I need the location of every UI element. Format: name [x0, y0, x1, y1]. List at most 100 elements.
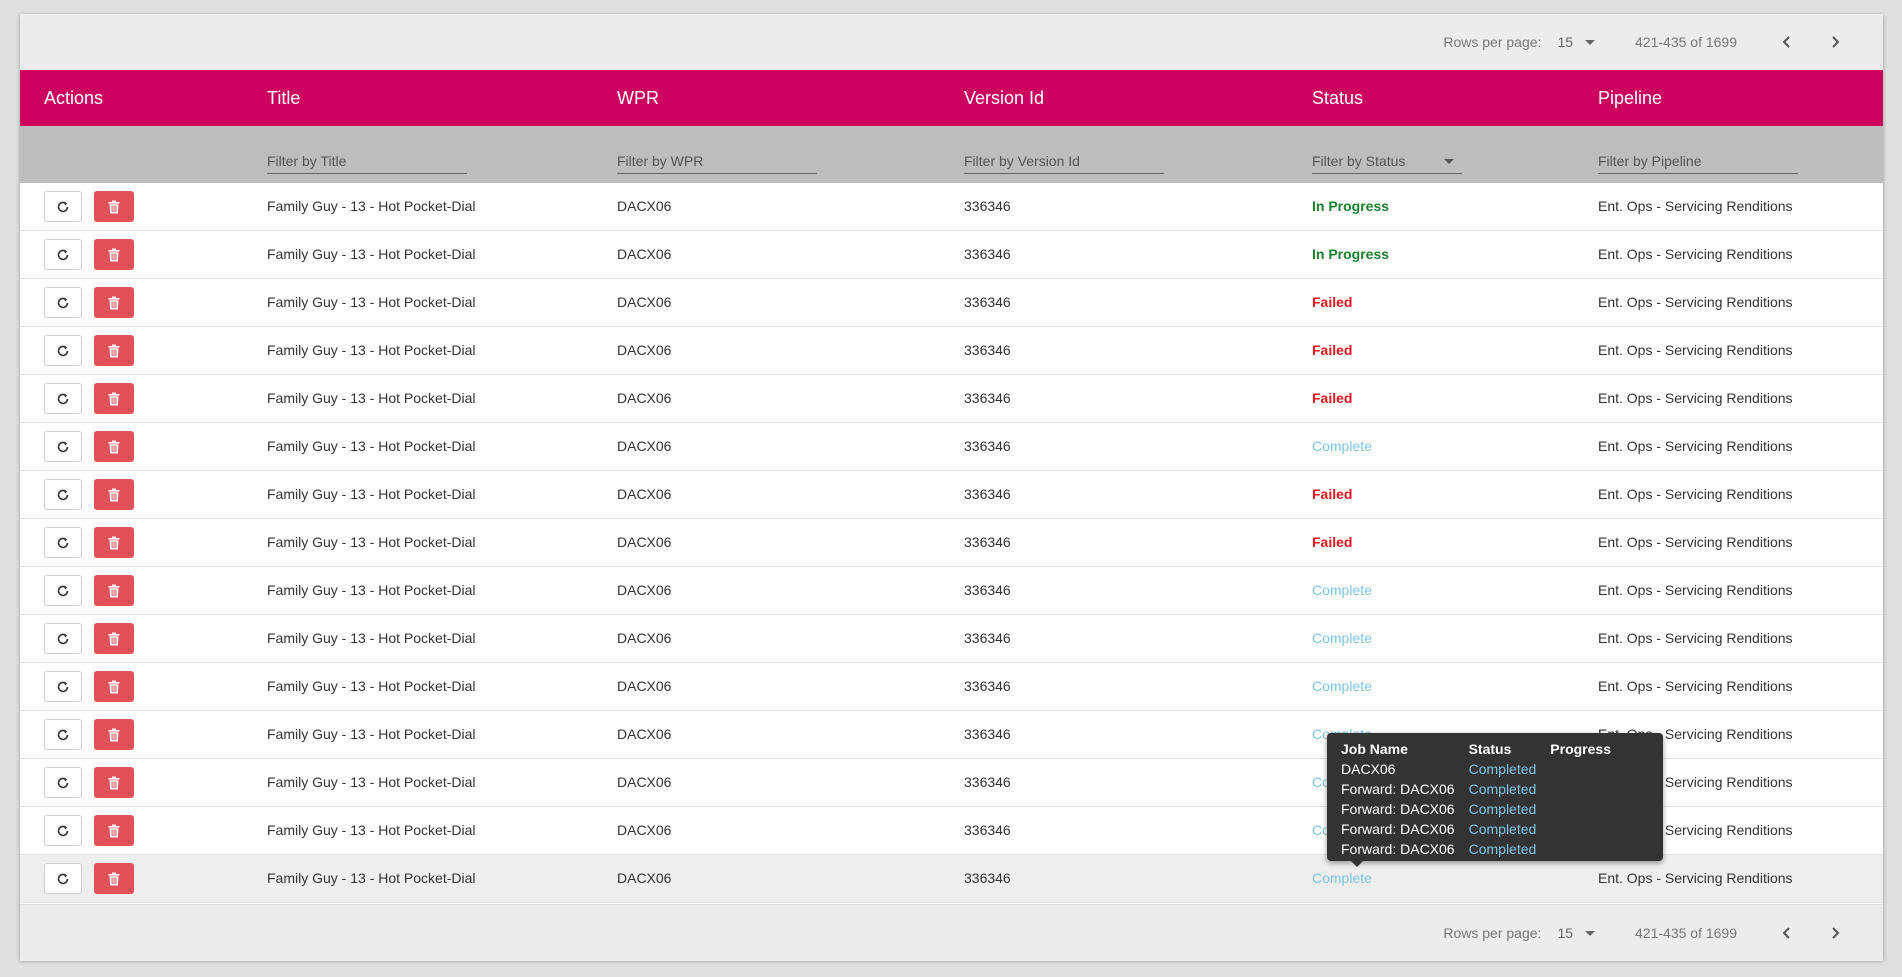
- table-row[interactable]: Family Guy - 13 - Hot Pocket-Dial DACX06 3…: [20, 663, 1883, 711]
- status-badge[interactable]: Complete: [1312, 678, 1372, 694]
- refresh-button[interactable]: [44, 863, 82, 894]
- prev-page-button[interactable]: [1767, 913, 1807, 953]
- tooltip-job-progress: [1550, 839, 1625, 859]
- filter-pipeline-input[interactable]: [1598, 149, 1798, 174]
- tooltip-job-status: Completed: [1468, 841, 1537, 857]
- table-row[interactable]: Family Guy - 13 - Hot Pocket-Dial DACX06 3…: [20, 855, 1883, 903]
- delete-button[interactable]: [94, 431, 134, 462]
- table-row[interactable]: Family Guy - 13 - Hot Pocket-Dial DACX06 3…: [20, 279, 1883, 327]
- delete-button[interactable]: [94, 575, 134, 606]
- tooltip-job-progress: [1550, 759, 1625, 779]
- column-header-pipeline[interactable]: Pipeline: [1598, 88, 1663, 108]
- cell-version-id: 336346: [964, 630, 1011, 646]
- refresh-icon: [57, 585, 69, 596]
- refresh-icon: [57, 825, 69, 836]
- status-badge[interactable]: Failed: [1312, 390, 1353, 406]
- refresh-button[interactable]: [44, 383, 82, 414]
- cell-version-id: 336346: [964, 246, 1011, 262]
- table-row[interactable]: Family Guy - 13 - Hot Pocket-Dial DACX06 3…: [20, 567, 1883, 615]
- status-badge[interactable]: In Progress: [1312, 198, 1390, 214]
- cell-wpr: DACX06: [617, 486, 672, 502]
- status-badge[interactable]: Failed: [1312, 342, 1353, 358]
- refresh-button[interactable]: [44, 671, 82, 702]
- tooltip-job-name: Forward: DACX06: [1341, 841, 1455, 857]
- status-badge[interactable]: Complete: [1312, 438, 1372, 454]
- status-badge[interactable]: Complete: [1312, 630, 1372, 646]
- cell-title: Family Guy - 13 - Hot Pocket-Dial: [267, 246, 476, 262]
- refresh-button[interactable]: [44, 623, 82, 654]
- cell-wpr: DACX06: [617, 534, 672, 550]
- refresh-button[interactable]: [44, 719, 82, 750]
- refresh-button[interactable]: [44, 239, 82, 270]
- table-row[interactable]: Family Guy - 13 - Hot Pocket-Dial DACX06 3…: [20, 471, 1883, 519]
- table-row[interactable]: Family Guy - 13 - Hot Pocket-Dial DACX06 3…: [20, 231, 1883, 279]
- cell-title: Family Guy - 13 - Hot Pocket-Dial: [267, 486, 476, 502]
- status-badge[interactable]: In Progress: [1312, 246, 1390, 262]
- delete-button[interactable]: [94, 191, 134, 222]
- column-header-title[interactable]: Title: [267, 88, 301, 108]
- refresh-button[interactable]: [44, 479, 82, 510]
- table-row[interactable]: Family Guy - 13 - Hot Pocket-Dial DACX06 3…: [20, 327, 1883, 375]
- table-row[interactable]: Family Guy - 13 - Hot Pocket-Dial DACX06 3…: [20, 519, 1883, 567]
- cell-title: Family Guy - 13 - Hot Pocket-Dial: [267, 390, 476, 406]
- refresh-button[interactable]: [44, 575, 82, 606]
- delete-button[interactable]: [94, 623, 134, 654]
- status-badge[interactable]: Failed: [1312, 294, 1353, 310]
- cell-version-id: 336346: [964, 726, 1011, 742]
- delete-button[interactable]: [94, 527, 134, 558]
- delete-button[interactable]: [94, 863, 134, 894]
- delete-button[interactable]: [94, 287, 134, 318]
- table-row[interactable]: Family Guy - 13 - Hot Pocket-Dial DACX06 3…: [20, 375, 1883, 423]
- cell-pipeline: Ent. Ops - Servicing Renditions: [1598, 342, 1793, 358]
- table-body: Family Guy - 13 - Hot Pocket-Dial DACX06 3…: [20, 183, 1883, 903]
- refresh-button[interactable]: [44, 815, 82, 846]
- cell-pipeline: Ent. Ops - Servicing Renditions: [1598, 870, 1793, 886]
- filter-wpr-input[interactable]: [617, 149, 817, 174]
- status-badge[interactable]: Complete: [1312, 870, 1372, 886]
- filter-status-select[interactable]: Filter by Status: [1312, 149, 1462, 174]
- refresh-icon: [57, 393, 69, 404]
- refresh-button[interactable]: [44, 335, 82, 366]
- cell-title: Family Guy - 13 - Hot Pocket-Dial: [267, 774, 476, 790]
- refresh-button[interactable]: [44, 191, 82, 222]
- delete-button[interactable]: [94, 239, 134, 270]
- refresh-button[interactable]: [44, 767, 82, 798]
- chevron-right-icon: [1832, 927, 1840, 939]
- refresh-button[interactable]: [44, 527, 82, 558]
- tooltip-job-name: Forward: DACX06: [1341, 821, 1455, 837]
- trash-icon: [108, 200, 120, 213]
- table-row[interactable]: Family Guy - 13 - Hot Pocket-Dial DACX06 3…: [20, 615, 1883, 663]
- table-row[interactable]: Family Guy - 13 - Hot Pocket-Dial DACX06 3…: [20, 423, 1883, 471]
- refresh-button[interactable]: [44, 431, 82, 462]
- column-header-status[interactable]: Status: [1312, 88, 1364, 108]
- filter-status-placeholder: Filter by Status: [1312, 153, 1406, 169]
- filter-title-input[interactable]: [267, 149, 467, 174]
- delete-button[interactable]: [94, 815, 134, 846]
- delete-button[interactable]: [94, 383, 134, 414]
- pagination-range: 421-435 of 1699: [1635, 925, 1737, 941]
- rows-per-page-select[interactable]: 15: [1557, 34, 1596, 50]
- cell-version-id: 336346: [964, 438, 1011, 454]
- delete-button[interactable]: [94, 671, 134, 702]
- cell-pipeline: Ent. Ops - Servicing Renditions: [1598, 582, 1793, 598]
- delete-button[interactable]: [94, 767, 134, 798]
- next-page-button[interactable]: [1815, 22, 1855, 62]
- column-header-wpr[interactable]: WPR: [617, 88, 659, 108]
- rows-per-page-select[interactable]: 15: [1557, 925, 1596, 941]
- column-header-version-id[interactable]: Version Id: [964, 88, 1045, 108]
- status-badge[interactable]: Failed: [1312, 486, 1353, 502]
- trash-icon: [108, 776, 120, 789]
- tooltip-row: Forward: DACX06 Completed: [1341, 779, 1625, 799]
- trash-icon: [108, 680, 120, 693]
- refresh-button[interactable]: [44, 287, 82, 318]
- delete-button[interactable]: [94, 479, 134, 510]
- delete-button[interactable]: [94, 335, 134, 366]
- trash-icon: [108, 632, 120, 645]
- status-badge[interactable]: Failed: [1312, 534, 1353, 550]
- status-badge[interactable]: Complete: [1312, 582, 1372, 598]
- delete-button[interactable]: [94, 719, 134, 750]
- next-page-button[interactable]: [1815, 913, 1855, 953]
- table-row[interactable]: Family Guy - 13 - Hot Pocket-Dial DACX06 3…: [20, 183, 1883, 231]
- filter-version-id-input[interactable]: [964, 149, 1164, 174]
- prev-page-button[interactable]: [1767, 22, 1807, 62]
